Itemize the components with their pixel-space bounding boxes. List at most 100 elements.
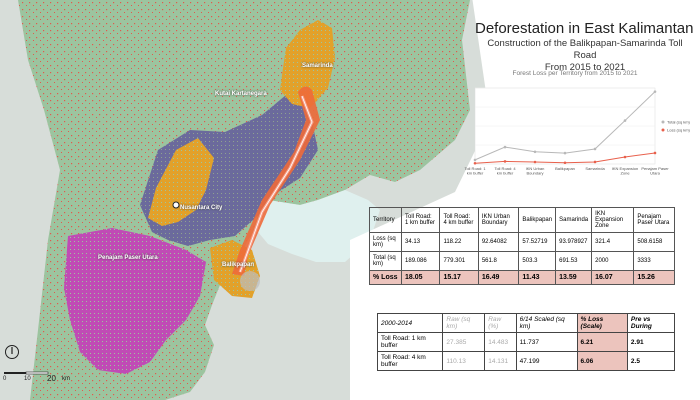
scale-twenty: 20 (47, 374, 56, 383)
table-row: Loss (sq km) 34.13 118.22 92.64082 57.52… (368, 232, 675, 252)
table-cell: 6.06 (576, 351, 628, 371)
chart-legend-marker (661, 128, 665, 132)
table-cell: 6.21 (576, 332, 628, 352)
chart-tick-label: Penajam Paser Utara (641, 166, 669, 176)
label-penajam-paser-utara: Penajam Paser Utara (98, 255, 158, 261)
table-cell: 508.6158 (633, 232, 675, 252)
chart-title: Forest Loss per Territory from 2015 to 2… (512, 70, 638, 77)
chart-point (563, 161, 567, 165)
label-samarinda: Samarinda (302, 63, 333, 69)
table-cell: 16.49 (477, 270, 520, 285)
penajam-area (64, 228, 206, 374)
chart-point (503, 160, 507, 163)
table-header: Toll Road: 1 km buffer (401, 207, 441, 233)
nusantara-marker[interactable] (172, 201, 180, 209)
scale-zero: 0 (3, 376, 7, 382)
table-cell: 14.131 (484, 351, 517, 371)
table-header: % Loss (Scale) (576, 313, 628, 333)
table-cell: 561.8 (477, 251, 520, 271)
toll-road-4km-buffer (232, 86, 320, 276)
chart-legend-label: Total (sq km) (667, 120, 691, 125)
chart-point (503, 145, 507, 149)
table-row-percent-loss: % Loss 18.05 15.17 16.49 11.43 13.59 16.… (368, 270, 675, 285)
territory-table: Territory Toll Road: 1 km buffer Toll Ro… (368, 207, 675, 285)
chart-tick-label: Balikpapan (555, 166, 575, 171)
bay-water (258, 190, 380, 262)
chart-point (563, 151, 567, 155)
table-header: Raw (%) (484, 313, 517, 333)
table-cell: 93.978927 (555, 232, 593, 252)
table-cell: 13.59 (555, 270, 593, 285)
chart-tick-label: Samarinda (585, 166, 605, 171)
table-cell: 57.52719 (518, 232, 557, 252)
table-cell: 189.086 (401, 251, 441, 271)
chart-point (653, 90, 657, 93)
label-nusantara-city: Nusantara City (180, 205, 223, 211)
page-subtitle: Construction of the Balikpapan-Samarinda… (475, 38, 695, 74)
table-cell: 14.483 (484, 332, 517, 352)
table-header: 6/14 Scaled (sq km) (515, 313, 578, 333)
chart-point (623, 155, 627, 159)
label-balikpapan: Balikpapan (222, 262, 255, 268)
table-cell: 92.64082 (477, 232, 520, 252)
table-cell: 2.5 (626, 351, 676, 371)
table-cell: 321.4 (591, 232, 635, 252)
table-cell: Toll Road: 4 km buffer (376, 351, 444, 371)
table-header: IKN Urban Boundary (477, 207, 520, 233)
chart-point (593, 147, 597, 151)
compass-icon (5, 345, 19, 359)
table-cell: 47.199 (515, 351, 578, 371)
scale-unit: km (62, 376, 70, 382)
table-header-row: 2000-2014 Raw (sq km) Raw (%) 6/14 Scale… (376, 313, 676, 333)
chart-point (593, 160, 597, 164)
chart-point (623, 119, 627, 122)
table-cell: 118.22 (439, 232, 479, 252)
table-cell: Toll Road: 1 km buffer (376, 332, 444, 352)
chart-tick-label: Toll Road: 1 km buffer (464, 166, 486, 176)
table-header: Penajam Paser Utara (633, 207, 675, 233)
table-cell: 503.3 (518, 251, 557, 271)
label-kutai-kartanegara: Kutai Kartanegara (215, 91, 267, 97)
table-cell: 11.737 (515, 332, 578, 352)
table-cell: 3333 (633, 251, 675, 271)
chart-point (533, 160, 537, 164)
table-cell: 2.91 (626, 332, 676, 352)
chart-tick-label: IKN Expansion Zone (612, 166, 638, 176)
table-cell: 779.301 (439, 251, 479, 271)
chart-point (653, 151, 657, 155)
table-row: Toll Road: 4 km buffer 110.13 14.131 47.… (376, 351, 676, 371)
chart-point (473, 161, 477, 165)
table-cell: 18.05 (401, 270, 441, 285)
chart-point (533, 150, 537, 154)
table-cell: 27.385 (442, 332, 486, 352)
chart-tick-label: Toll Road: 4 km buffer (494, 166, 516, 176)
table-cell: 691.53 (555, 251, 593, 271)
table-cell: 110.13 (442, 351, 486, 371)
table-cell: 15.26 (633, 270, 675, 285)
chart-legend-label: Loss (sq km) (667, 128, 691, 133)
chart-tick-label: IKN Urban Boundary (526, 166, 545, 176)
samarinda-area (280, 20, 335, 108)
balikpapan-circle (240, 271, 260, 291)
scale-bar (4, 371, 49, 375)
sea-strip (0, 0, 60, 400)
subtitle-line-1: Construction of the Balikpapan-Samarinda… (487, 38, 683, 61)
table-cell: Total (sq km) (368, 251, 403, 271)
table-header: Samarinda (555, 207, 593, 233)
scale-ten: 10 (24, 376, 31, 382)
table-row: Toll Road: 1 km buffer 27.385 14.483 11.… (376, 332, 676, 352)
table-cell: 2000 (591, 251, 635, 271)
table-header: Balikpapan (518, 207, 557, 233)
forest-loss-chart[interactable]: Total (sq km) Loss (sq km) Toll Road: 1 km … (455, 78, 700, 190)
chart-legend-marker (661, 120, 665, 124)
page-title: Deforestation in East Kalimantan (475, 20, 694, 37)
table-header-row: Territory Toll Road: 1 km buffer Toll Ro… (368, 207, 675, 233)
table-header: Toll Road: 4 km buffer (439, 207, 479, 233)
table-row: Total (sq km) 189.086 779.301 561.8 503.… (368, 251, 675, 271)
chart-point (473, 158, 477, 162)
toll-road-line (239, 95, 313, 273)
table-cell: % Loss (368, 270, 403, 285)
table-header: Territory (368, 207, 403, 233)
comparison-table: 2000-2014 Raw (sq km) Raw (%) 6/14 Scale… (376, 313, 676, 371)
table-header: Raw (sq km) (442, 313, 486, 333)
